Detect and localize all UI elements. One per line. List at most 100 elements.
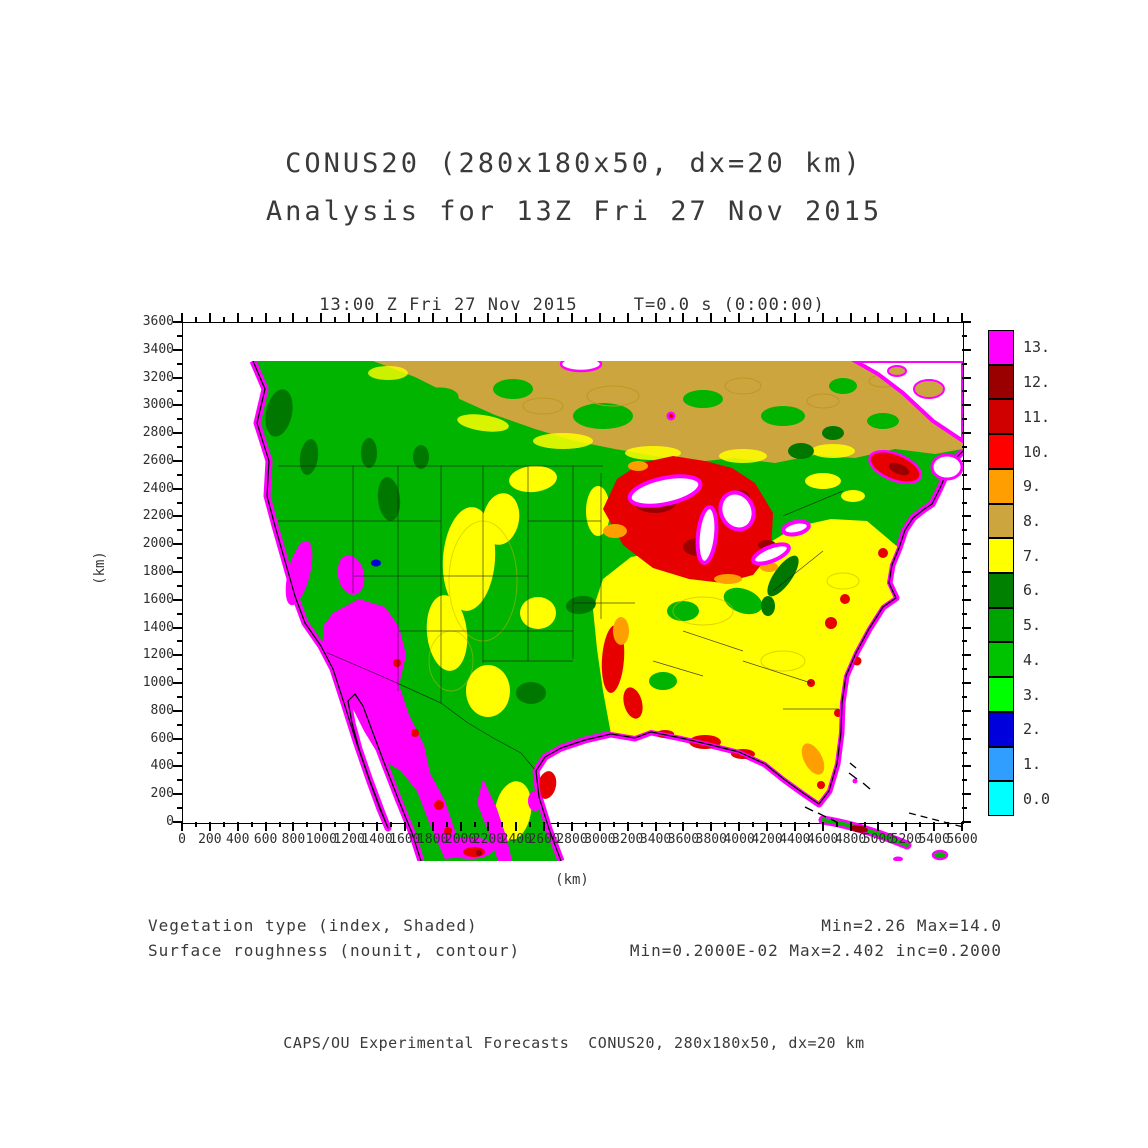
y-tick (962, 668, 967, 671)
x-tick (278, 317, 281, 322)
y-tick (173, 515, 182, 518)
y-tick-label: 2000 (142, 536, 174, 552)
y-tick (173, 709, 182, 712)
x-tick (752, 822, 755, 827)
x-tick (947, 317, 950, 322)
x-tick-label: 200 (198, 832, 222, 847)
x-tick-label: 3800 (695, 832, 727, 847)
y-tick (173, 682, 182, 685)
colorbar-label: 8. (1023, 511, 1042, 530)
y-tick (962, 640, 967, 643)
x-tick (459, 822, 462, 831)
x-tick (389, 822, 392, 827)
y-tick-label: 200 (150, 786, 174, 802)
y-tick (177, 501, 182, 504)
x-tick (250, 822, 253, 827)
x-tick-label: 1600 (389, 832, 421, 847)
x-tick (529, 317, 532, 322)
x-tick (306, 317, 309, 322)
x-tick-label: 3600 (667, 832, 700, 847)
credit-line: CAPS/OU Experimental Forecasts CONUS20, … (283, 1034, 865, 1052)
colorbar-label: 10. (1023, 442, 1051, 461)
x-tick (250, 317, 253, 322)
x-tick (403, 313, 406, 322)
x-tick (264, 822, 267, 831)
x-tick (626, 313, 629, 322)
y-tick-label: 400 (150, 758, 174, 774)
x-tick (640, 317, 643, 322)
colorbar-cell (988, 330, 1014, 365)
y-tick (177, 473, 182, 476)
y-tick (962, 501, 967, 504)
x-tick (626, 822, 629, 831)
x-tick (292, 313, 295, 322)
y-tick-label: 1000 (142, 675, 174, 691)
y-tick (173, 348, 182, 351)
x-tick (543, 822, 546, 831)
y-tick (962, 529, 967, 532)
y-tick-label: 1200 (142, 647, 174, 663)
y-tick-label: 600 (150, 730, 174, 746)
y-tick (173, 793, 182, 796)
x-tick (501, 317, 504, 322)
x-tick (515, 313, 518, 322)
x-tick (292, 822, 295, 831)
y-tick-label: 3000 (142, 397, 174, 413)
x-tick-label: 2200 (472, 832, 505, 847)
y-tick (177, 390, 182, 393)
y-tick (173, 376, 182, 379)
x-tick (821, 822, 824, 831)
plot-frame (182, 322, 964, 861)
x-tick-label: 600 (253, 832, 278, 847)
y-tick (962, 515, 971, 518)
x-tick (194, 822, 197, 827)
y-tick (177, 529, 182, 532)
map-svg (183, 361, 963, 861)
shaded-field-stats: Min=2.26 Max=14.0 (821, 916, 1002, 935)
y-tick (962, 779, 967, 782)
x-tick (181, 822, 183, 831)
x-tick (598, 822, 601, 831)
state-borders (278, 465, 844, 772)
x-tick-label: 1000 (305, 832, 337, 847)
x-tick (431, 822, 434, 831)
x-tick (417, 822, 420, 827)
y-tick (962, 418, 967, 421)
x-tick (417, 317, 420, 322)
colorbar-label: 3. (1023, 685, 1042, 704)
x-tick (431, 313, 434, 322)
x-tick (891, 317, 894, 322)
x-tick (849, 822, 852, 831)
x-tick (487, 822, 490, 831)
x-tick (919, 822, 922, 827)
y-tick (962, 696, 967, 698)
x-tick (710, 822, 713, 831)
y-tick-label: 0 (166, 814, 174, 829)
plot-title: 13:00 Z Fri 27 Nov 2015 T=0.0 s (0:00:00… (319, 295, 825, 315)
y-tick (962, 557, 967, 560)
y-tick (962, 654, 971, 657)
colorbar-cell (988, 503, 1014, 539)
x-tick-label: 4400 (779, 832, 811, 847)
x-tick-label: 4600 (807, 832, 839, 847)
x-tick-label: 5600 (946, 832, 978, 847)
x-tick (961, 822, 963, 831)
x-tick (668, 822, 671, 827)
x-tick (640, 822, 643, 827)
colorbar-label: 7. (1023, 546, 1042, 565)
x-tick-label: 5200 (890, 832, 922, 847)
y-tick (177, 751, 182, 754)
x-tick (306, 822, 309, 827)
y-tick (177, 362, 182, 365)
y-tick (962, 390, 967, 393)
y-tick (962, 612, 967, 615)
colorbar-label: 1. (1023, 754, 1042, 773)
x-tick-label: 2000 (444, 832, 477, 847)
x-tick (222, 822, 225, 827)
y-tick (177, 557, 182, 560)
y-tick (173, 404, 182, 407)
x-tick (598, 313, 601, 322)
great-lakes (627, 474, 811, 566)
x-tick (877, 313, 880, 322)
